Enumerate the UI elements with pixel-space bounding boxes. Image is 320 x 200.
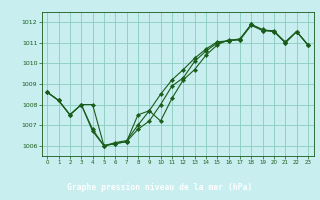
- Text: Graphe pression niveau de la mer (hPa): Graphe pression niveau de la mer (hPa): [68, 183, 252, 192]
